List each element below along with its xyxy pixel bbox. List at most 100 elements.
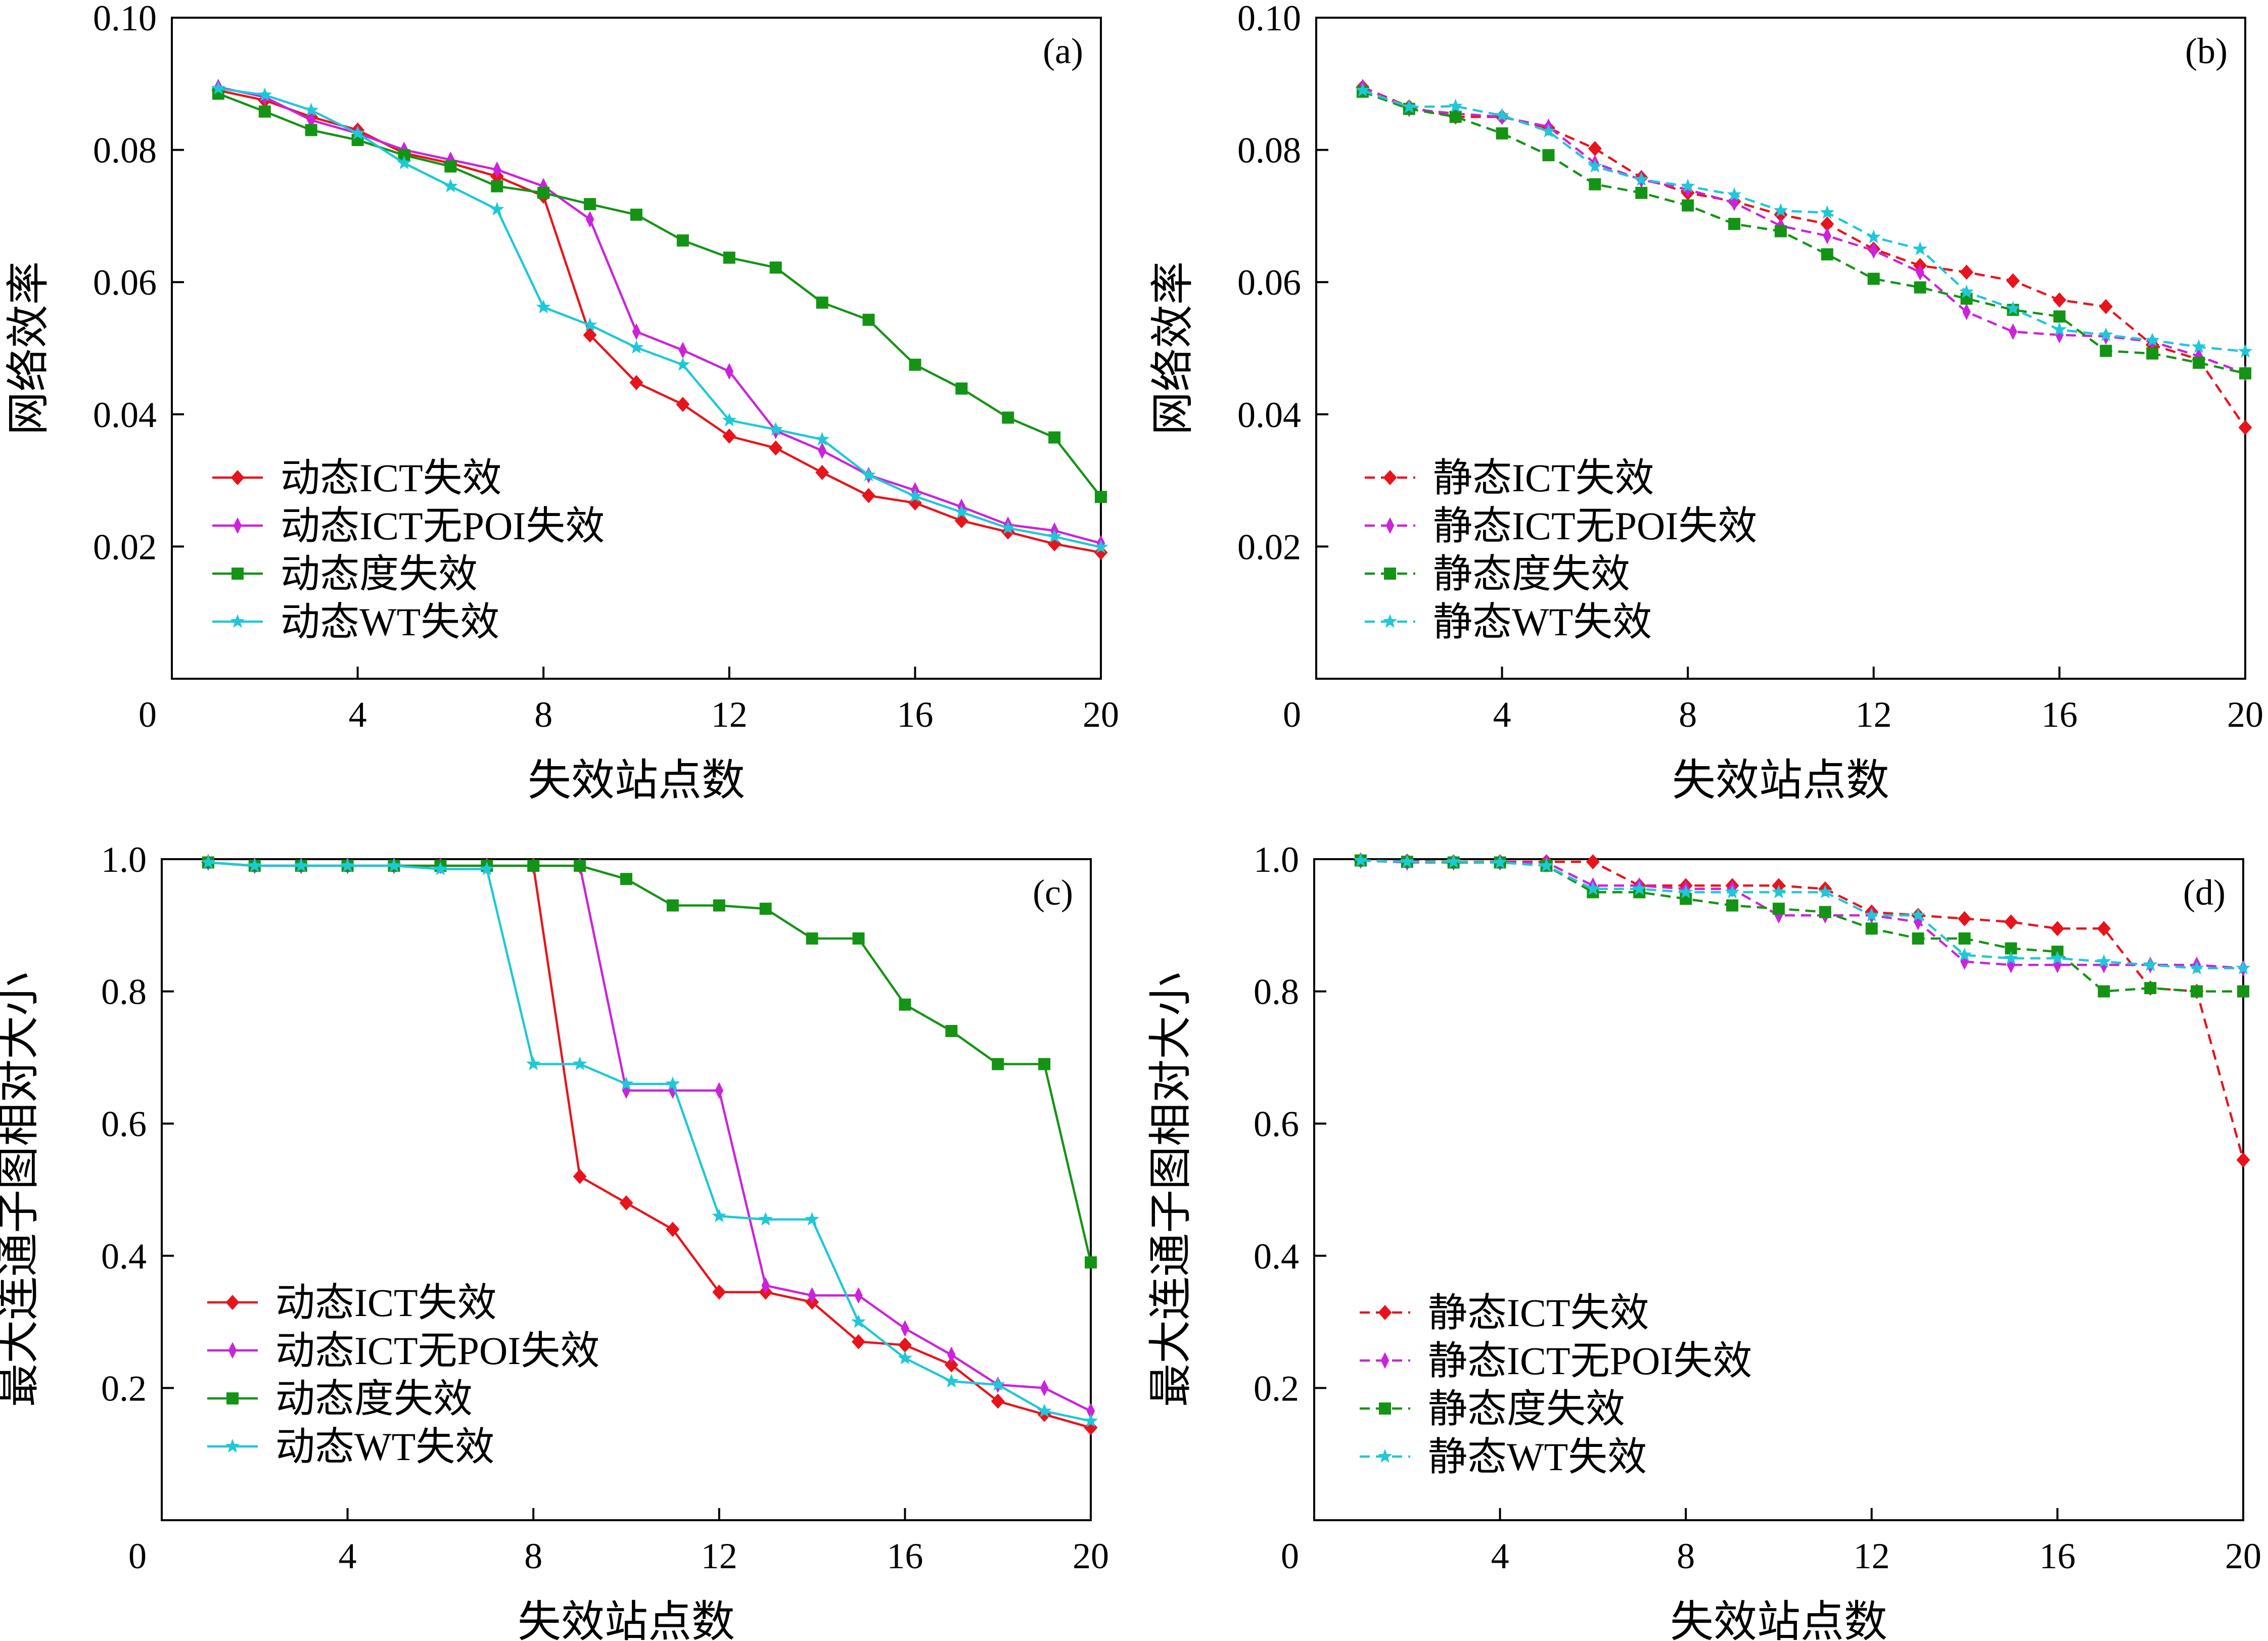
chart-c-legend-label-3: 动态WT失效 [275, 1425, 494, 1469]
chart-a-series-3-point [629, 340, 644, 354]
chart-c-legend-marker-2 [226, 1392, 239, 1404]
chart-d-series-2-point [2191, 985, 2203, 998]
chart-b-series-2-point [1589, 178, 1601, 191]
chart-a-series-2-point [537, 186, 550, 199]
chart-b-x-tick-label: 0 [1283, 694, 1301, 735]
chart-a-series-1-point [493, 161, 501, 178]
chart-a-series-2-point [258, 105, 271, 118]
chart-d-legend-label-3: 静态WT失效 [1428, 1435, 1647, 1479]
chart-b-series-0-point [2238, 419, 2252, 435]
chart-c-series-2-point [666, 899, 679, 912]
chart-c-series-3-point [619, 1076, 634, 1090]
chart-c-series-1-point [715, 1082, 724, 1099]
chart-a-series-2-point [630, 208, 642, 221]
chart-a-legend-marker-1 [233, 517, 242, 534]
chart-a-series-2-point [816, 296, 828, 309]
chart-a-series-3-point [815, 432, 829, 446]
chart-a-series-1-point [585, 211, 594, 228]
chart-c-series-3-point [944, 1374, 959, 1388]
chart-c-legend-label-1: 动态ICT无POI失效 [275, 1329, 599, 1373]
chart-c-series-0-point [991, 1393, 1005, 1409]
chart-d-series-2-point [1912, 932, 1924, 945]
chart-d-x-tick-label: 12 [1854, 1536, 1890, 1576]
chart-a-x-tick-label: 0 [138, 694, 157, 735]
chart-d-series-0-point [2236, 1152, 2250, 1168]
chart-c-series-2-point [945, 1025, 958, 1038]
chart-d-x-tick-label: 0 [1281, 1536, 1299, 1576]
chart-a-x-tick-label: 8 [534, 694, 552, 735]
chart-d-series-3-point [1725, 884, 1740, 899]
chart-b-series-0-point [2099, 299, 2113, 314]
chart-b-series-2-point [1821, 248, 1833, 261]
chart-a-y-tick-label: 0.08 [93, 130, 157, 171]
chart-b-series-3-point [2006, 301, 2020, 315]
chart-d-series-3-point [2143, 957, 2158, 971]
chart-b-y-tick-label: 0.08 [1237, 130, 1301, 171]
chart-a-series-2-point [769, 261, 782, 274]
chart-a-series-2-point [305, 124, 317, 136]
chart-c-series-3-point [201, 855, 216, 869]
chart-b-legend-label-0: 静态ICT失效 [1433, 456, 1654, 500]
chart-d-series-2-point [1958, 932, 1971, 945]
chart-c-series-1-point [1040, 1379, 1049, 1396]
chart-b-series-3-point [2099, 327, 2113, 341]
chart-d-y-tick-label: 0.4 [1254, 1236, 1299, 1277]
chart-c-y-tick-label: 0.6 [101, 1104, 147, 1144]
chart-d-series-3-point [2236, 960, 2251, 974]
chart-a-series-0-line [218, 89, 1101, 554]
chart-b-series-0-line [1362, 86, 2246, 429]
chart-a-panel-label: (a) [1043, 31, 1083, 71]
chart-b-series-2-point [1635, 186, 1648, 199]
chart-a-y-tick-label: 0.04 [93, 395, 157, 435]
chart-c-legend-label-0: 动态ICT失效 [275, 1281, 497, 1325]
chart-a-series-0-point [676, 397, 690, 412]
chart-b-series-1-point [1916, 264, 1924, 281]
chart-c-series-3-point [387, 858, 401, 872]
chart-a-x-tick-label: 4 [349, 694, 367, 735]
chart-b-series-3-point [1634, 172, 1649, 186]
chart-c-series-2-point [620, 873, 632, 885]
chart-c-series-1-point [808, 1287, 816, 1304]
chart-a-series-3-point [211, 81, 226, 95]
chart-d-series-0-point [2004, 914, 2018, 930]
chart-c-series-2-point [899, 998, 911, 1011]
chart-c-series-0-point [712, 1284, 726, 1300]
chart-b-series-3-point [1355, 82, 1370, 97]
chart-a-series-1-point [632, 323, 641, 340]
chart-a-legend-label-2: 动态度失效 [281, 552, 478, 596]
chart-a-series-3-point [675, 357, 690, 371]
chart-b-series-3-point [2145, 333, 2160, 347]
chart-a-series-0-point [954, 513, 968, 529]
chart-c-series-2-line [208, 861, 1092, 1263]
chart-b-legend-marker-2 [1384, 568, 1396, 580]
chart-c-series-2-point [759, 903, 772, 915]
chart-b-series-3-point [1402, 99, 1417, 113]
chart-b-series-1-point [1823, 227, 1832, 245]
chart-d-x-axis-label: 失效站点数 [1670, 1598, 1887, 1641]
chart-c-series-3-line [208, 861, 1091, 1423]
chart-c-series-3-point [990, 1377, 1005, 1391]
chart-c-series-1-point [1086, 1402, 1095, 1420]
chart-a-series-1-line [218, 86, 1101, 545]
chart-b-y-tick-label: 0.04 [1237, 395, 1301, 435]
chart-d-x-tick-label: 8 [1677, 1536, 1695, 1576]
chart-b-series-2-point [1728, 218, 1741, 230]
chart-a-x-axis-label: 失效站点数 [528, 756, 745, 805]
chart-c-series-2-point [713, 899, 725, 912]
chart-d-series-2-point [1819, 906, 1831, 918]
chart-c-series-3-point [898, 1350, 912, 1365]
chart-d-y-tick-label: 0.8 [1254, 972, 1299, 1012]
chart-c-x-axis-label: 失效站点数 [518, 1598, 735, 1641]
chart-d-series-1-line [1360, 859, 2244, 970]
chart-b-legend-label-2: 静态度失效 [1433, 552, 1630, 596]
chart-b-series-2-point [1542, 149, 1555, 162]
chart-c-y-axis-label: 最大连通子图相对大小 [0, 972, 42, 1407]
chart-c-legend-marker-3 [225, 1439, 240, 1453]
chart-c-x-tick-label: 12 [701, 1536, 737, 1576]
chart-a-series-2-point [723, 251, 735, 264]
chart-a-x-tick-label: 20 [1083, 694, 1119, 735]
chart-b-y-tick-label: 0.10 [1237, 0, 1301, 38]
chart-c-series-1-point [761, 1277, 770, 1294]
chart-c-series-3-point [480, 861, 494, 875]
